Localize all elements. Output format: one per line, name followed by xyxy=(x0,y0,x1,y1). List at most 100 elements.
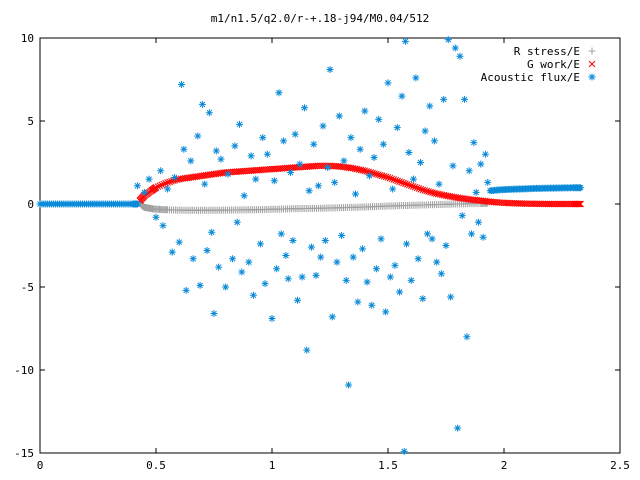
data-point xyxy=(372,264,381,273)
x-tick-label: 0 xyxy=(37,459,44,472)
chart-title: m1/n1.5/q2.0/r-+.18-j94/M0.04/512 xyxy=(211,12,430,25)
legend-marker xyxy=(588,60,596,68)
data-point xyxy=(407,276,416,285)
series-1 xyxy=(135,198,492,215)
data-point xyxy=(140,188,149,197)
data-point xyxy=(458,211,467,220)
data-point xyxy=(435,180,444,189)
data-point xyxy=(235,120,244,129)
series-3 xyxy=(36,35,585,456)
x-tick-label: 1.5 xyxy=(378,459,398,472)
data-point xyxy=(156,166,165,175)
data-point xyxy=(193,131,202,140)
data-point xyxy=(281,251,290,260)
data-point xyxy=(351,190,360,199)
data-point xyxy=(158,221,167,230)
plot-area xyxy=(36,35,585,456)
data-point xyxy=(416,158,425,167)
data-point xyxy=(437,269,446,278)
data-point xyxy=(330,178,339,187)
data-point xyxy=(240,191,249,200)
data-point xyxy=(203,246,212,255)
data-point xyxy=(216,155,225,164)
data-point xyxy=(298,273,307,282)
data-point xyxy=(314,181,323,190)
data-point xyxy=(186,156,195,165)
data-point xyxy=(446,292,455,301)
data-point xyxy=(476,160,485,169)
data-point xyxy=(432,258,441,267)
data-point xyxy=(439,95,448,104)
data-point xyxy=(237,268,246,277)
data-point xyxy=(467,229,476,238)
data-point xyxy=(346,133,355,142)
legend-label: Acoustic flux/E xyxy=(481,71,580,84)
data-point xyxy=(300,103,309,112)
y-tick-label: -5 xyxy=(21,281,34,294)
data-point xyxy=(339,156,348,165)
data-point xyxy=(205,108,214,117)
data-point xyxy=(353,297,362,306)
data-point xyxy=(279,136,288,145)
y-axis: 10 5 0 -5 -10 -15 xyxy=(14,32,620,460)
data-point xyxy=(374,115,383,124)
data-point xyxy=(302,346,311,355)
data-point xyxy=(442,241,450,250)
data-point xyxy=(270,176,279,185)
data-point xyxy=(198,100,207,109)
data-point xyxy=(349,253,358,262)
data-point xyxy=(328,312,337,321)
data-point xyxy=(223,170,232,179)
data-point xyxy=(342,276,351,285)
data-point xyxy=(316,253,325,262)
data-point xyxy=(469,138,478,147)
data-point xyxy=(268,314,276,323)
data-point xyxy=(207,228,216,237)
data-point xyxy=(360,107,369,116)
data-point xyxy=(455,52,464,61)
data-point xyxy=(344,380,353,389)
data-point xyxy=(377,234,386,243)
data-point xyxy=(251,175,260,184)
data-point xyxy=(133,181,142,190)
data-point xyxy=(145,175,154,184)
data-point xyxy=(326,65,334,74)
data-point xyxy=(453,424,462,433)
data-point xyxy=(319,121,328,130)
data-point xyxy=(323,163,332,172)
data-point xyxy=(421,126,430,135)
y-tick-label: 0 xyxy=(27,198,34,211)
data-point xyxy=(390,261,399,270)
data-point xyxy=(418,294,427,303)
data-point xyxy=(379,140,388,149)
data-point xyxy=(576,183,585,192)
data-point xyxy=(479,233,488,242)
data-point xyxy=(400,447,409,456)
data-point xyxy=(261,279,270,288)
data-point xyxy=(200,180,209,189)
data-point xyxy=(460,95,469,104)
data-point xyxy=(284,274,293,283)
x-axis: 0 0.5 1 1.5 2 2.5 xyxy=(37,38,630,472)
data-point xyxy=(163,185,172,194)
legend-marker xyxy=(588,47,596,55)
data-point xyxy=(221,283,230,291)
data-point xyxy=(295,160,304,169)
y-tick-label: 5 xyxy=(27,115,34,128)
data-point xyxy=(196,281,205,290)
data-point xyxy=(404,148,413,157)
y-tick-label: -10 xyxy=(14,364,34,377)
data-point xyxy=(274,88,283,97)
data-point xyxy=(277,229,286,238)
legend-marker xyxy=(588,73,596,81)
data-point xyxy=(401,37,410,46)
data-point xyxy=(179,145,188,154)
data-point xyxy=(249,291,258,300)
data-point xyxy=(272,264,281,273)
data-point xyxy=(214,263,223,272)
data-point xyxy=(182,286,191,295)
data-point xyxy=(386,273,395,282)
data-point xyxy=(393,123,402,132)
